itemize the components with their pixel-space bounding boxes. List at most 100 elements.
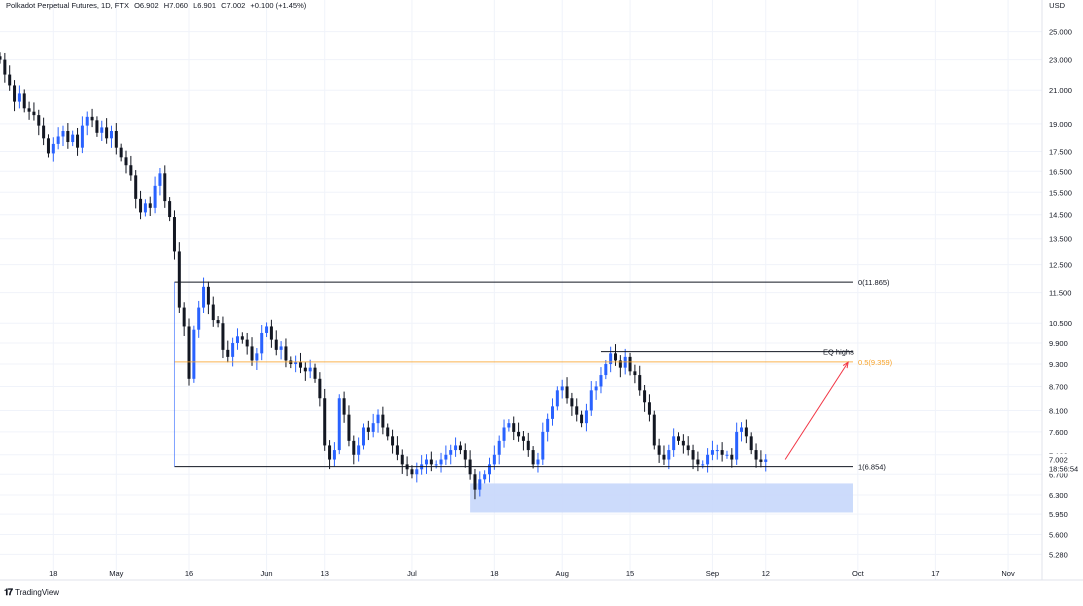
price-tick-label: 11.500 bbox=[1049, 289, 1071, 298]
candle bbox=[17, 85, 21, 109]
candle-body bbox=[672, 436, 676, 451]
candle bbox=[71, 130, 75, 147]
candle bbox=[163, 165, 167, 208]
candle bbox=[56, 127, 60, 150]
candle-body bbox=[308, 367, 312, 372]
candle bbox=[361, 423, 365, 450]
candle-body bbox=[124, 157, 128, 166]
candle-body bbox=[667, 450, 671, 460]
projection-arrowhead bbox=[842, 361, 849, 369]
time-tick-label: Oct bbox=[852, 569, 865, 578]
grid-layer bbox=[0, 0, 1042, 580]
candle-body bbox=[759, 459, 763, 462]
price-tag-box bbox=[1043, 453, 1083, 474]
candle-body bbox=[701, 464, 705, 466]
candle-body bbox=[216, 320, 220, 324]
candle bbox=[497, 435, 501, 465]
candle-body bbox=[439, 459, 443, 465]
candle-body bbox=[269, 326, 273, 340]
candle-body bbox=[221, 323, 225, 350]
candle bbox=[318, 372, 322, 407]
tradingview-logo-icon: 𝟏𝟕 bbox=[4, 587, 13, 597]
candle-body bbox=[376, 414, 380, 424]
candle-body bbox=[250, 346, 254, 361]
candle-body bbox=[328, 445, 332, 460]
candle bbox=[580, 410, 584, 428]
candle-body bbox=[677, 436, 681, 441]
candle-body bbox=[647, 402, 651, 415]
time-tick-label: Jun bbox=[261, 569, 273, 578]
candle-body bbox=[211, 304, 215, 321]
candle bbox=[13, 80, 17, 112]
candle-body bbox=[633, 371, 637, 376]
candle-body bbox=[109, 131, 113, 139]
candle bbox=[420, 455, 424, 475]
price-tick-label: 9.900 bbox=[1049, 339, 1068, 348]
candle bbox=[269, 319, 273, 348]
candle-body bbox=[347, 414, 351, 441]
candle bbox=[32, 102, 36, 121]
symbol-legend[interactable]: Polkadot Perpetual Futures, 1D, FTX O6.9… bbox=[6, 1, 309, 10]
candle bbox=[604, 360, 608, 380]
candle bbox=[192, 325, 196, 383]
candle bbox=[265, 322, 269, 338]
candle bbox=[657, 438, 661, 463]
candle bbox=[119, 143, 123, 162]
candle bbox=[517, 422, 521, 442]
candle bbox=[715, 444, 719, 460]
candle-body bbox=[294, 362, 298, 365]
candle bbox=[720, 442, 724, 462]
candle bbox=[483, 470, 487, 484]
candle bbox=[168, 197, 172, 222]
candle-body bbox=[696, 459, 700, 465]
time-tick-label: Nov bbox=[1001, 569, 1015, 578]
price-tick-label: 25.000 bbox=[1049, 28, 1072, 37]
candle-body bbox=[119, 147, 123, 158]
candle-body bbox=[444, 454, 448, 460]
candle bbox=[701, 460, 705, 469]
price-tick-label: 16.500 bbox=[1049, 167, 1072, 176]
candle-body bbox=[589, 390, 593, 411]
candle bbox=[51, 137, 55, 162]
price-tick-label: 8.100 bbox=[1049, 406, 1068, 415]
candle bbox=[27, 101, 31, 120]
candle bbox=[478, 471, 482, 497]
candle bbox=[681, 434, 685, 454]
low-value: L6.901 bbox=[193, 1, 217, 10]
branding[interactable]: 𝟏𝟕 TradingView bbox=[4, 587, 59, 598]
candle bbox=[584, 403, 588, 432]
candle-body bbox=[706, 454, 710, 465]
candle bbox=[647, 394, 651, 422]
candle-body bbox=[643, 390, 647, 403]
candle-body bbox=[76, 134, 80, 148]
candle-body bbox=[487, 464, 492, 475]
candle-body bbox=[628, 356, 632, 372]
candle-body bbox=[604, 364, 608, 376]
candle-body bbox=[638, 375, 642, 391]
price-tick-label: 23.000 bbox=[1049, 56, 1072, 65]
candle bbox=[381, 406, 385, 435]
candle bbox=[357, 437, 361, 462]
price-tick-label: 12.500 bbox=[1049, 261, 1072, 270]
candle bbox=[706, 448, 710, 473]
candle bbox=[764, 454, 768, 472]
candle-body bbox=[507, 423, 511, 428]
candle-body bbox=[182, 307, 186, 327]
candle bbox=[202, 277, 206, 314]
candle bbox=[352, 435, 356, 465]
candle-body bbox=[565, 386, 569, 399]
currency-label[interactable]: USD bbox=[1049, 1, 1065, 10]
candle-body bbox=[555, 390, 559, 407]
candle bbox=[221, 316, 225, 359]
candle-body bbox=[231, 343, 235, 357]
candle-body bbox=[614, 353, 618, 361]
eq-highs-label: EQ highs bbox=[823, 348, 854, 357]
candle-body bbox=[386, 427, 390, 437]
candle bbox=[531, 446, 535, 469]
candle bbox=[274, 330, 278, 356]
price-tick-label: 9.300 bbox=[1049, 360, 1068, 369]
high-value: H7.060 bbox=[163, 1, 188, 10]
candle bbox=[444, 445, 448, 465]
